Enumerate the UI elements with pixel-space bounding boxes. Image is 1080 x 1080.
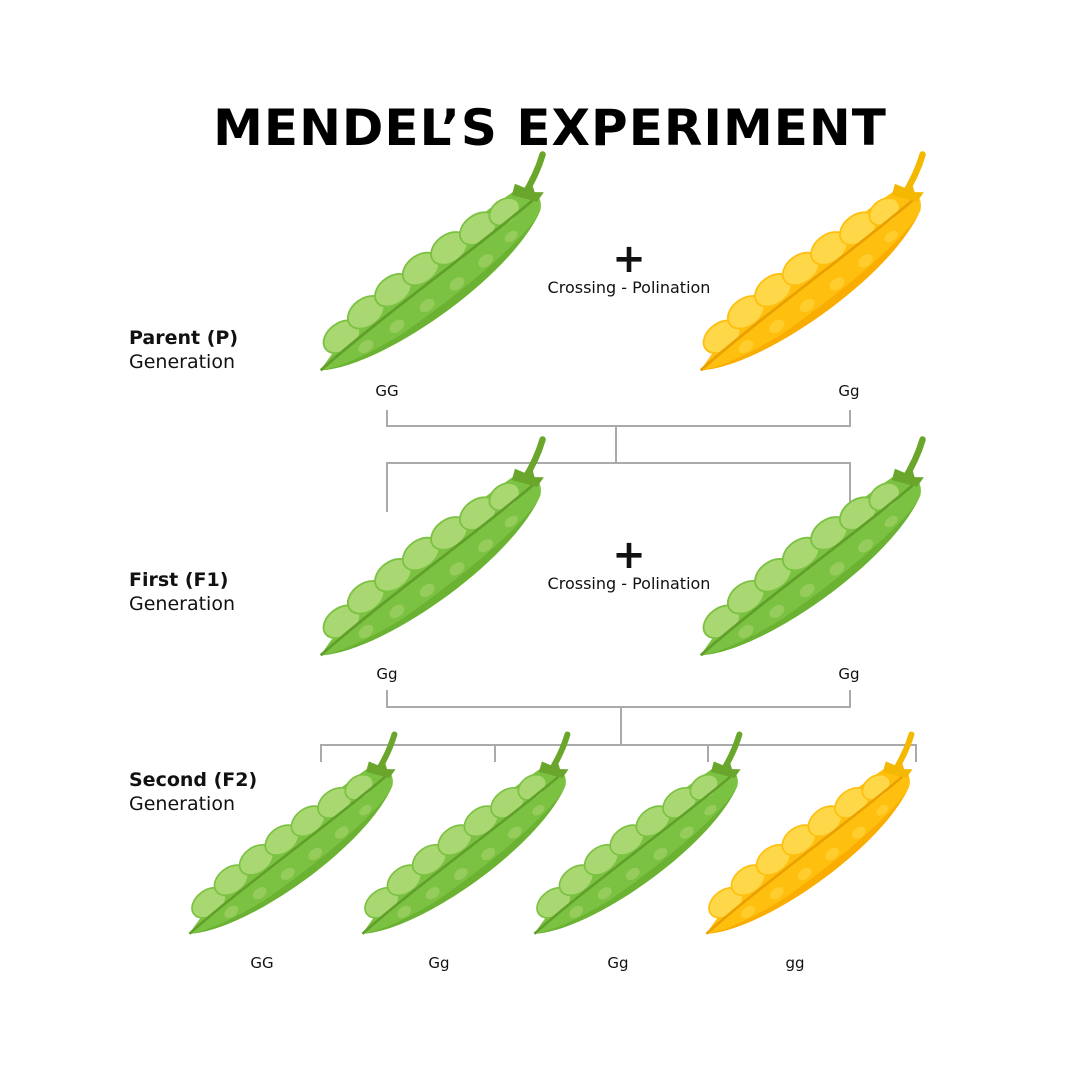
pea-pod bbox=[295, 440, 584, 677]
genotype: Gg bbox=[838, 665, 859, 683]
genotype: Gg bbox=[607, 954, 628, 972]
generation-name: Parent (P) bbox=[129, 327, 238, 349]
genotype: GG bbox=[250, 954, 273, 972]
generation-name: Second (F2) bbox=[129, 769, 257, 791]
genotype: Gg bbox=[376, 665, 397, 683]
cross-symbol: + bbox=[612, 236, 646, 282]
cross-symbol: + bbox=[612, 532, 646, 578]
genotype: Gg bbox=[428, 954, 449, 972]
pea-pod bbox=[295, 155, 584, 392]
genotype: Gg bbox=[838, 382, 859, 400]
generation-word: Generation bbox=[129, 793, 235, 815]
title: MENDEL’S EXPERIMENT bbox=[213, 99, 887, 157]
pea-pod bbox=[675, 440, 964, 677]
cross-label: Crossing - Polination bbox=[548, 278, 711, 297]
cross-label: Crossing - Polination bbox=[548, 574, 711, 593]
connector bbox=[386, 410, 851, 512]
generation-name: First (F1) bbox=[129, 569, 228, 591]
genotype: GG bbox=[375, 382, 398, 400]
connector bbox=[320, 690, 917, 762]
pea-pod bbox=[675, 155, 964, 392]
genotype: gg bbox=[785, 954, 804, 972]
generation-word: Generation bbox=[129, 351, 235, 373]
generation-word: Generation bbox=[129, 593, 235, 615]
